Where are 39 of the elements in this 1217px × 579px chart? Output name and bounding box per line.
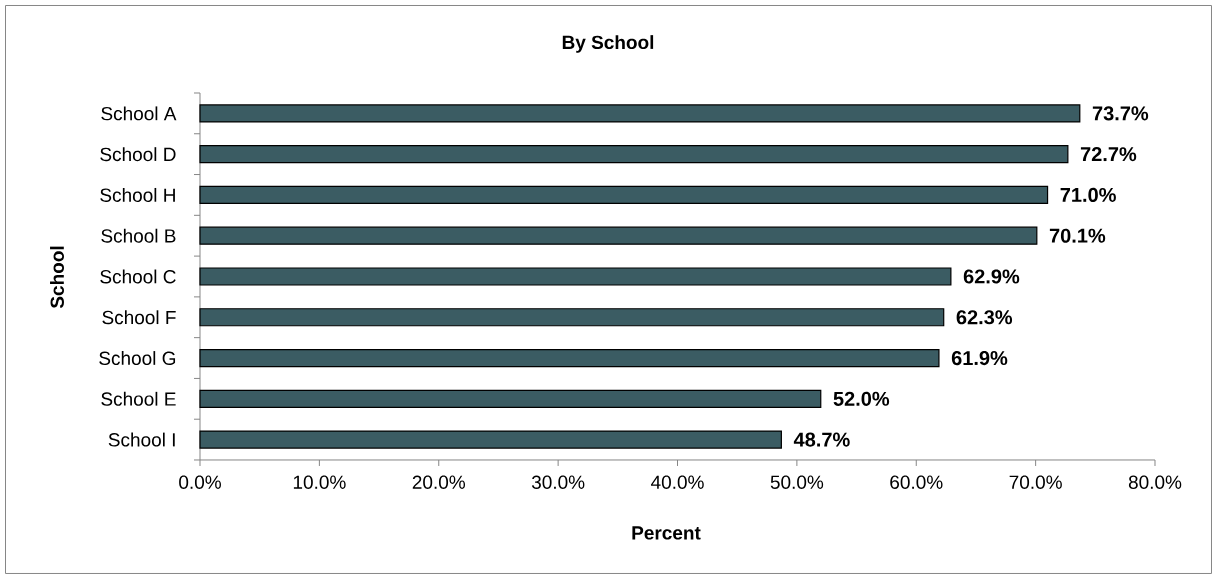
data-label: 71.0% — [1060, 187, 1116, 203]
bar — [199, 308, 945, 327]
bar — [199, 267, 952, 286]
bar — [199, 389, 822, 408]
bar — [199, 145, 1069, 164]
y-tick-label: School G — [99, 351, 176, 366]
bar — [199, 348, 940, 368]
y-tick-label: School C — [100, 269, 176, 284]
y-tick-label: School H — [100, 187, 175, 202]
data-label: 70.1% — [1049, 228, 1106, 243]
x-tick-label: 10.0% — [293, 475, 346, 489]
y-tick-label: School E — [101, 391, 176, 406]
x-tick-label: 0.0% — [179, 475, 221, 489]
bar — [199, 185, 1049, 205]
data-label: 48.7% — [793, 432, 850, 447]
data-label: 52.0% — [833, 391, 890, 406]
y-tick-label: School D — [100, 147, 176, 162]
y-tick-label: School F — [102, 310, 176, 325]
data-label: 62.3% — [956, 310, 1013, 325]
x-tick-label: 80.0% — [1128, 475, 1182, 489]
data-label: 72.7% — [1080, 147, 1137, 162]
chart-title: By School — [562, 35, 654, 53]
x-tick-label: 50.0% — [770, 475, 824, 489]
data-label: 61.9% — [951, 350, 1008, 366]
x-axis-title: Percent — [632, 526, 701, 540]
y-tick-label: School I — [108, 432, 175, 447]
y-tick-label: School A — [101, 106, 177, 121]
bar — [199, 226, 1038, 245]
bar — [199, 430, 782, 449]
bar — [199, 104, 1081, 123]
y-tick-label: School B — [101, 228, 176, 243]
data-label: 62.9% — [963, 269, 1020, 284]
x-tick-label: 70.0% — [1009, 475, 1062, 489]
x-tick-label: 30.0% — [531, 475, 585, 489]
y-axis-title: School — [50, 246, 64, 309]
x-tick-label: 60.0% — [890, 475, 943, 489]
data-label: 73.7% — [1092, 106, 1149, 121]
x-tick-label: 40.0% — [651, 475, 704, 489]
x-tick-label: 20.0% — [412, 475, 466, 489]
